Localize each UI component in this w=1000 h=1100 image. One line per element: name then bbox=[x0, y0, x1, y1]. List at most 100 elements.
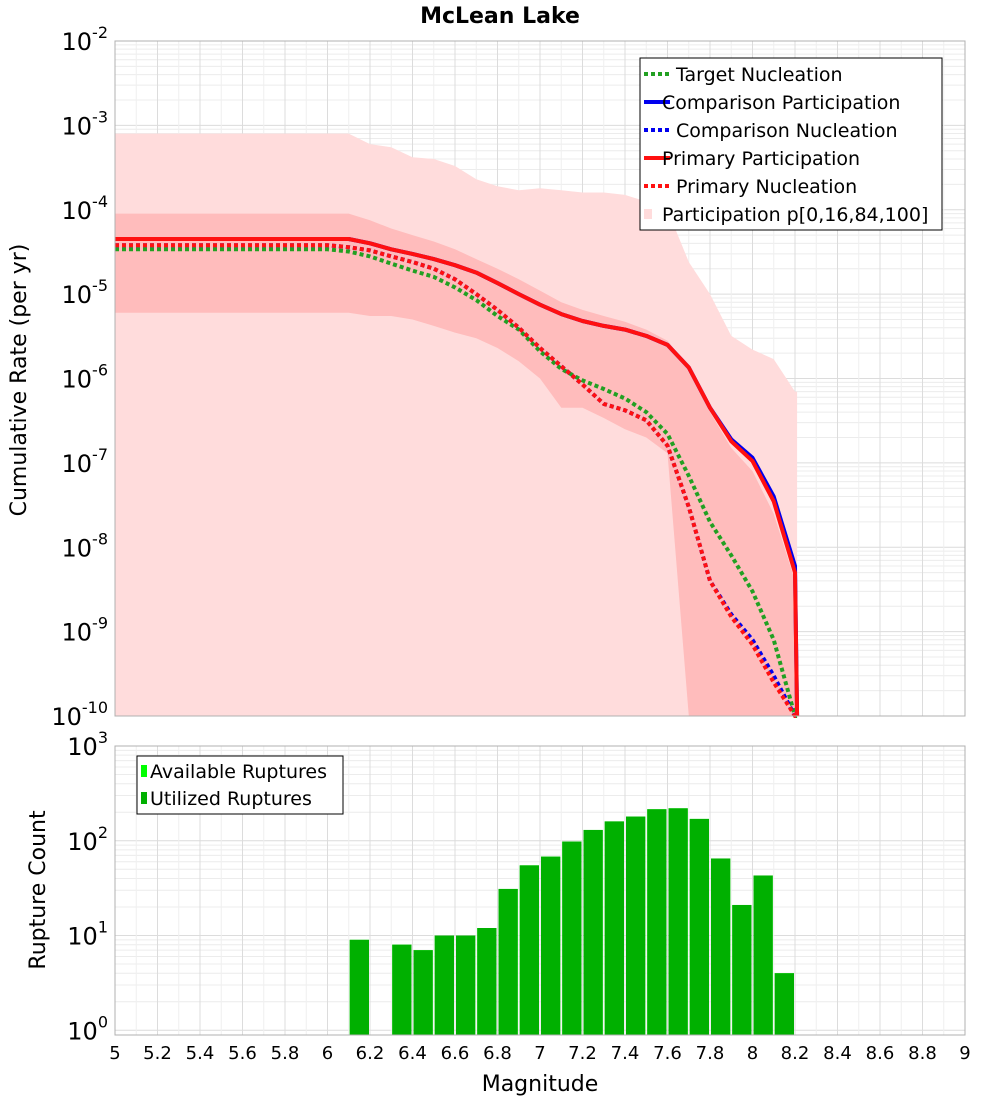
legend-label: Comparison Nucleation bbox=[676, 120, 898, 142]
legend-swatch bbox=[141, 765, 147, 777]
x-tick-label: 8.2 bbox=[781, 1043, 810, 1064]
x-tick-label: 5.2 bbox=[143, 1043, 172, 1064]
x-tick-label: 5.6 bbox=[228, 1043, 257, 1064]
y-tick-label: 10-9 bbox=[62, 614, 109, 647]
y-tick-exponent: -7 bbox=[92, 445, 108, 464]
bar-utilized bbox=[349, 939, 369, 1035]
x-tick-label: 6.4 bbox=[398, 1043, 427, 1064]
bar-utilized bbox=[668, 808, 688, 1035]
bar-utilized bbox=[774, 973, 794, 1035]
y-tick-base: 10 bbox=[62, 281, 93, 309]
y-tick-base: 10 bbox=[62, 534, 93, 562]
band-p16-p84 bbox=[115, 213, 798, 716]
y-tick-exponent: 0 bbox=[98, 1012, 108, 1031]
x-tick-label: 6.8 bbox=[483, 1043, 512, 1064]
count-gridlines bbox=[114, 746, 966, 1035]
x-tick-label: 7.8 bbox=[696, 1043, 725, 1064]
bar-utilized bbox=[689, 818, 709, 1035]
y-tick-exponent: -6 bbox=[92, 361, 108, 380]
series-target-nucleation bbox=[115, 247, 798, 718]
x-axis-label: Magnitude bbox=[482, 1072, 599, 1097]
y-tick-exponent: -2 bbox=[92, 23, 108, 42]
legend-box bbox=[136, 755, 344, 815]
rate-plot-frame bbox=[114, 40, 966, 717]
legend-swatch bbox=[141, 792, 147, 804]
legend-label: Comparison Participation bbox=[662, 92, 900, 114]
x-tick-label: 7.6 bbox=[653, 1043, 682, 1064]
x-ticks: 5 5.2 5.4 5.6 5.8 6 6.2 6.4 6.6 6.8 7 7.2 7.4 7.6 7.8 8… bbox=[109, 1043, 970, 1064]
x-tick-label: 7 bbox=[534, 1043, 545, 1064]
bar-utilized bbox=[541, 856, 561, 1035]
bar-utilized bbox=[711, 858, 731, 1035]
rate-y-axis-label: Cumulative Rate (per yr) bbox=[7, 244, 32, 517]
bar-utilized bbox=[732, 904, 752, 1035]
y-tick-label: 101 bbox=[67, 918, 108, 951]
count-bars bbox=[349, 808, 794, 1035]
y-tick-label: 10-2 bbox=[62, 23, 109, 56]
legend-label: Primary Participation bbox=[662, 148, 860, 170]
y-tick-label: 10-8 bbox=[62, 529, 109, 562]
count-y-axis-label: Rupture Count bbox=[26, 810, 51, 970]
y-tick-base: 10 bbox=[67, 733, 98, 761]
y-tick-label: 102 bbox=[67, 823, 108, 856]
bar-utilized bbox=[604, 821, 624, 1035]
y-tick-label: 10-6 bbox=[62, 361, 109, 394]
bar-utilized bbox=[519, 865, 539, 1035]
x-tick-label: 7.4 bbox=[611, 1043, 640, 1064]
y-tick-label: 10-10 bbox=[51, 698, 108, 731]
bar-utilized bbox=[392, 944, 412, 1035]
y-tick-base: 10 bbox=[51, 703, 82, 731]
rate-bands bbox=[115, 133, 798, 717]
legend-label: Primary Nucleation bbox=[676, 176, 857, 198]
legend-label: Participation p[0,16,84,100] bbox=[662, 204, 928, 226]
y-tick-exponent: -3 bbox=[92, 107, 108, 126]
bar-utilized bbox=[626, 816, 646, 1035]
y-tick-base: 10 bbox=[62, 28, 93, 56]
x-tick-label: 8.6 bbox=[866, 1043, 895, 1064]
y-tick-label: 100 bbox=[67, 1012, 108, 1045]
y-tick-exponent: -8 bbox=[92, 529, 108, 548]
x-tick-label: 9 bbox=[959, 1043, 970, 1064]
y-tick-exponent: 2 bbox=[98, 823, 108, 842]
series-primary-participation bbox=[115, 237, 800, 717]
x-tick-label: 5 bbox=[109, 1043, 120, 1064]
x-tick-label: 5.8 bbox=[271, 1043, 300, 1064]
legend-label: Available Ruptures bbox=[150, 761, 327, 783]
y-tick-base: 10 bbox=[67, 828, 98, 856]
bar-utilized bbox=[647, 809, 667, 1035]
rate-series bbox=[115, 237, 800, 718]
rate-legend: Target Nucleation Comparison Participatio… bbox=[639, 57, 943, 231]
y-tick-base: 10 bbox=[62, 197, 93, 225]
y-tick-label: 10-4 bbox=[62, 192, 109, 225]
legend-label: Utilized Ruptures bbox=[150, 788, 312, 810]
bar-utilized bbox=[753, 875, 773, 1035]
y-tick-base: 10 bbox=[67, 1017, 98, 1045]
y-tick-exponent: 3 bbox=[98, 728, 108, 747]
x-tick-label: 7.2 bbox=[568, 1043, 597, 1064]
legend-label: Target Nucleation bbox=[675, 64, 843, 86]
y-tick-base: 10 bbox=[62, 450, 93, 478]
y-tick-base: 10 bbox=[62, 112, 93, 140]
x-tick-label: 8.4 bbox=[823, 1043, 852, 1064]
count-plot-frame bbox=[114, 745, 966, 1036]
bar-utilized bbox=[562, 841, 582, 1035]
legend-swatch bbox=[644, 209, 652, 219]
y-tick-exponent: -10 bbox=[82, 698, 108, 717]
bar-utilized bbox=[434, 935, 454, 1035]
y-tick-label: 10-3 bbox=[62, 107, 109, 140]
y-tick-exponent: 1 bbox=[98, 918, 108, 937]
chart-title: McLean Lake bbox=[420, 4, 580, 29]
x-tick-label: 6.2 bbox=[356, 1043, 385, 1064]
bar-utilized bbox=[456, 935, 476, 1035]
bar-utilized bbox=[583, 829, 603, 1035]
x-tick-label: 8 bbox=[747, 1043, 758, 1064]
y-tick-base: 10 bbox=[67, 923, 98, 951]
y-tick-exponent: -9 bbox=[92, 614, 108, 633]
count-legend: Available Ruptures Utilized Ruptures bbox=[136, 755, 344, 815]
x-tick-label: 8.8 bbox=[908, 1043, 937, 1064]
